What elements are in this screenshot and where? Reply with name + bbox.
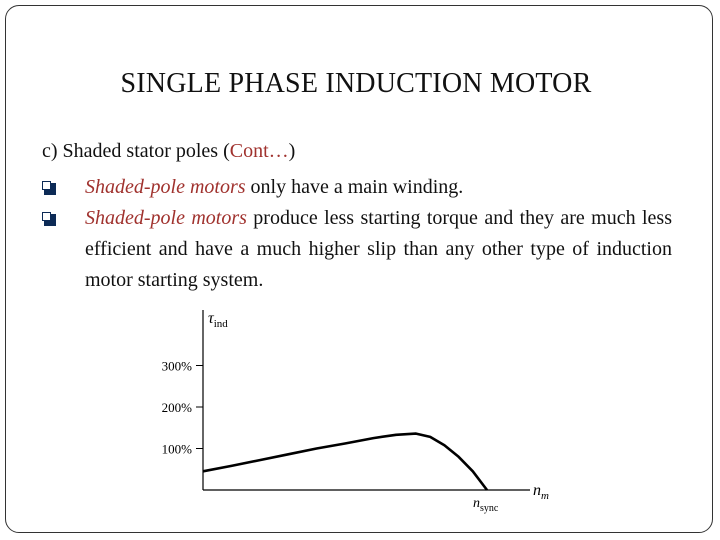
- y-tick-label: 100%: [162, 442, 193, 457]
- x-axis-label: nm: [533, 482, 549, 502]
- torque-speed-chart: τind nm nsync 100% 200% 300%: [162, 310, 549, 514]
- y-axis-label: τind: [208, 310, 228, 330]
- x-tick-label: nsync: [473, 496, 499, 514]
- square-bullet-icon: [42, 212, 56, 226]
- bullet-item: Shaded-pole motors only have a main wind…: [42, 172, 672, 203]
- y-tick-label: 300%: [162, 359, 193, 374]
- bullet-text: Shaded-pole motors only have a main wind…: [85, 172, 672, 203]
- x-axis: nm nsync: [203, 482, 549, 514]
- torque-curve: [202, 432, 489, 491]
- subtitle-suffix: ): [288, 140, 296, 162]
- y-ticks: 100% 200% 300%: [162, 359, 203, 457]
- subtitle-prefix: c) Shaded stator poles (: [42, 140, 230, 162]
- bullet-body: only have a main winding.: [245, 176, 464, 198]
- bullet-emphasis: Shaded-pole motors: [85, 207, 247, 229]
- bullet-emphasis: Shaded-pole motors: [85, 176, 246, 198]
- bullet-item: Shaded-pole motors produce less starting…: [42, 203, 672, 296]
- bullet-body: produce less starting torque and they ar…: [85, 207, 672, 291]
- section-subtitle: c) Shaded stator poles (Cont…): [42, 140, 295, 163]
- y-axis: τind: [202, 310, 228, 490]
- subtitle-accent: Cont…: [229, 140, 289, 162]
- bullet-text: Shaded-pole motors produce less starting…: [85, 203, 672, 296]
- slide-frame: [5, 5, 713, 533]
- y-tick-label: 200%: [162, 400, 193, 415]
- slide-title: SINGLE PHASE INDUCTION MOTOR: [120, 68, 592, 99]
- square-bullet-icon: [42, 181, 56, 195]
